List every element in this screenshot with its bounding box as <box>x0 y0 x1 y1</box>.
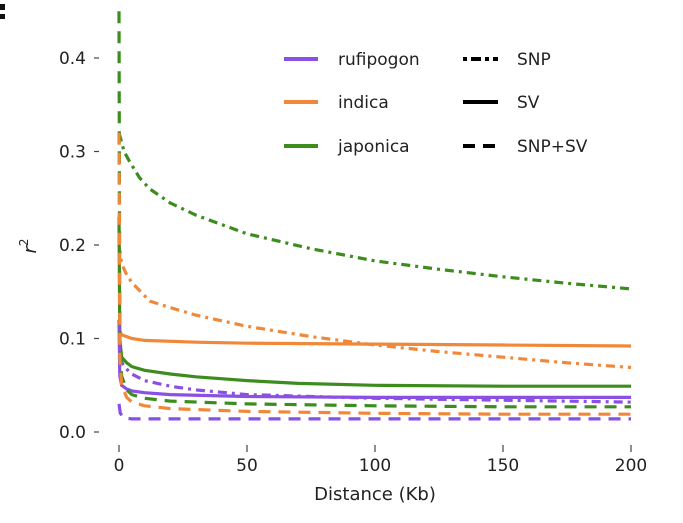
y-tick-label: 0.0 <box>59 423 86 443</box>
x-axis: 0 50 100 150 200 <box>114 445 647 476</box>
x-tick-label: 50 <box>236 456 258 476</box>
legend-label-snp-plus-sv: SNP+SV <box>517 137 588 157</box>
y-tick-label: 0.1 <box>59 330 86 350</box>
series-line-indica-sv <box>117 319 632 348</box>
y-axis-label-superscript: 2 <box>17 238 31 246</box>
panel-label-fragment <box>0 14 5 19</box>
y-tick-label: 0.2 <box>59 236 86 256</box>
legend-label-snp: SNP <box>517 50 551 70</box>
series-line-japonica-snp-plus-sv <box>117 11 631 409</box>
series-line-japonica-snp <box>117 132 632 291</box>
x-axis-label: Distance (Kb) <box>314 484 436 505</box>
series-group <box>117 11 632 421</box>
y-axis-label: r2 <box>17 238 41 253</box>
y-tick-label: 0.3 <box>59 143 86 163</box>
series-line-rufipogon-snp-plus-sv <box>117 403 631 421</box>
x-tick-label: 0 <box>114 456 125 476</box>
series-line-indica-snp <box>117 244 632 370</box>
legend-label-sv: SV <box>517 93 540 113</box>
legend-label-indica: indica <box>338 93 389 113</box>
y-axis-label-base: r <box>20 245 41 254</box>
y-axis: 0.0 0.1 0.2 0.3 0.4 <box>59 49 99 443</box>
panel-label-fragment <box>0 4 5 10</box>
legend-label-rufipogon: rufipogon <box>338 50 420 70</box>
y-tick-label: 0.4 <box>59 49 86 69</box>
legend-label-japonica: japonica <box>337 137 410 157</box>
legend: rufipogon indica japonica SNP SV SNP+SV <box>284 50 588 157</box>
x-tick-label: 200 <box>615 456 647 476</box>
series-line-indica-snp-plus-sv <box>117 132 631 416</box>
x-tick-label: 150 <box>487 456 519 476</box>
x-tick-label: 100 <box>359 456 391 476</box>
